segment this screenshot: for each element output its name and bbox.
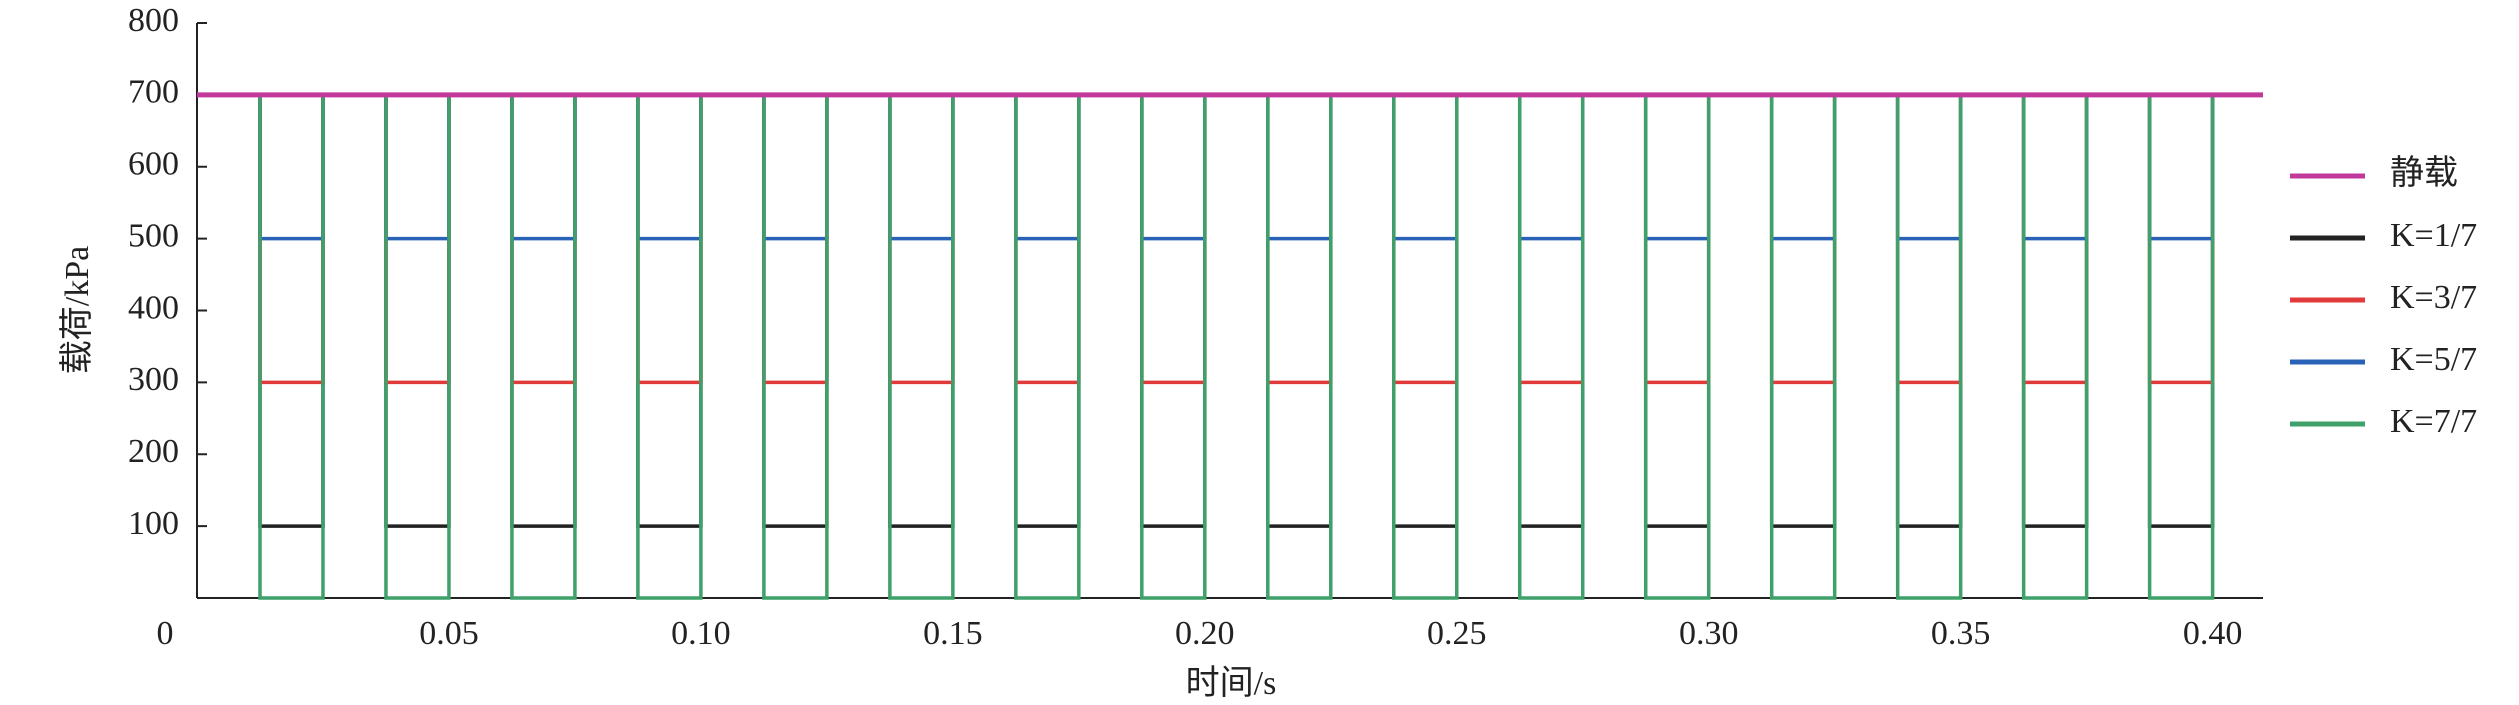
x-tick-label: 0.25 [1427,615,1487,652]
series-line [197,93,2263,600]
x-tick-label: 0.20 [1175,615,1235,652]
x-tick-label: 0.10 [671,615,731,652]
legend-label: 静载 [2390,154,2458,192]
x-tick-label: 0.40 [2183,615,2243,652]
legend-label: K=7/7 [2390,403,2477,440]
x-tick-label: 0.30 [1679,615,1739,652]
series-line [197,93,2263,528]
y-tick-label: 200 [128,433,179,470]
y-tick-label: 400 [128,289,179,326]
legend-label: K=5/7 [2390,341,2477,378]
y-tick-label: 800 [128,2,179,39]
y-tick-label: 300 [128,361,179,398]
y-tick-label: 500 [128,217,179,254]
x-tick-label: 0.15 [923,615,983,652]
y-tick-label: 600 [128,146,179,183]
legend-label: K=1/7 [2390,217,2477,254]
x-tick-label: 0 [157,615,174,652]
legend-label: K=3/7 [2390,279,2477,316]
series-line [197,93,2263,241]
x-tick-label: 0.05 [419,615,479,652]
y-tick-label: 700 [128,74,179,111]
x-tick-label: 0.35 [1931,615,1991,652]
x-axis-label: 时间/s [1186,665,1277,702]
y-tick-label: 100 [128,505,179,542]
y-axis-label: 载荷/kPa [58,246,96,374]
